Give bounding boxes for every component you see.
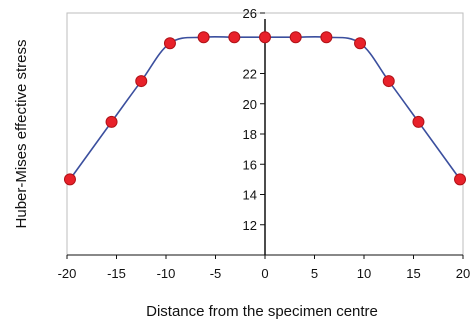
x-tick-label: -5	[210, 266, 222, 281]
data-point	[197, 31, 210, 44]
data-point	[382, 75, 395, 88]
x-tick-label: 10	[357, 266, 371, 281]
data-point	[454, 173, 467, 186]
data-point	[63, 173, 76, 186]
y-tick-label: 14	[243, 188, 257, 203]
data-point	[320, 31, 333, 44]
y-tick-label: 12	[243, 218, 257, 233]
x-tick-label: 20	[456, 266, 470, 281]
data-point	[135, 75, 148, 88]
y-tick-label: 18	[243, 127, 257, 142]
data-point	[412, 115, 425, 128]
y-tick-label: 20	[243, 97, 257, 112]
data-point	[354, 37, 367, 50]
x-tick-label: 15	[406, 266, 420, 281]
axes	[66, 12, 464, 259]
x-tick-label: -20	[58, 266, 77, 281]
data-point	[163, 37, 176, 50]
data-point	[289, 31, 302, 44]
y-tick-label: 22	[243, 67, 257, 82]
x-axis-title: Distance from the specimen centre	[146, 303, 378, 320]
x-tick-label: 0	[261, 266, 268, 281]
y-tick-label: 26	[243, 6, 257, 21]
x-tick-label: -10	[157, 266, 176, 281]
x-tick-label: 5	[311, 266, 318, 281]
y-tick-label: 16	[243, 157, 257, 172]
data-point	[228, 31, 241, 44]
y-axis-title: Huber-Mises effective stress	[13, 40, 30, 229]
data-series	[63, 31, 467, 186]
data-point	[259, 31, 271, 44]
data-point	[105, 115, 118, 128]
x-tick-label: -15	[107, 266, 126, 281]
tick-labels: -20 -15 -10 -5 0 5 10 15 20 12 14 16 18 20 22 26	[58, 6, 471, 281]
